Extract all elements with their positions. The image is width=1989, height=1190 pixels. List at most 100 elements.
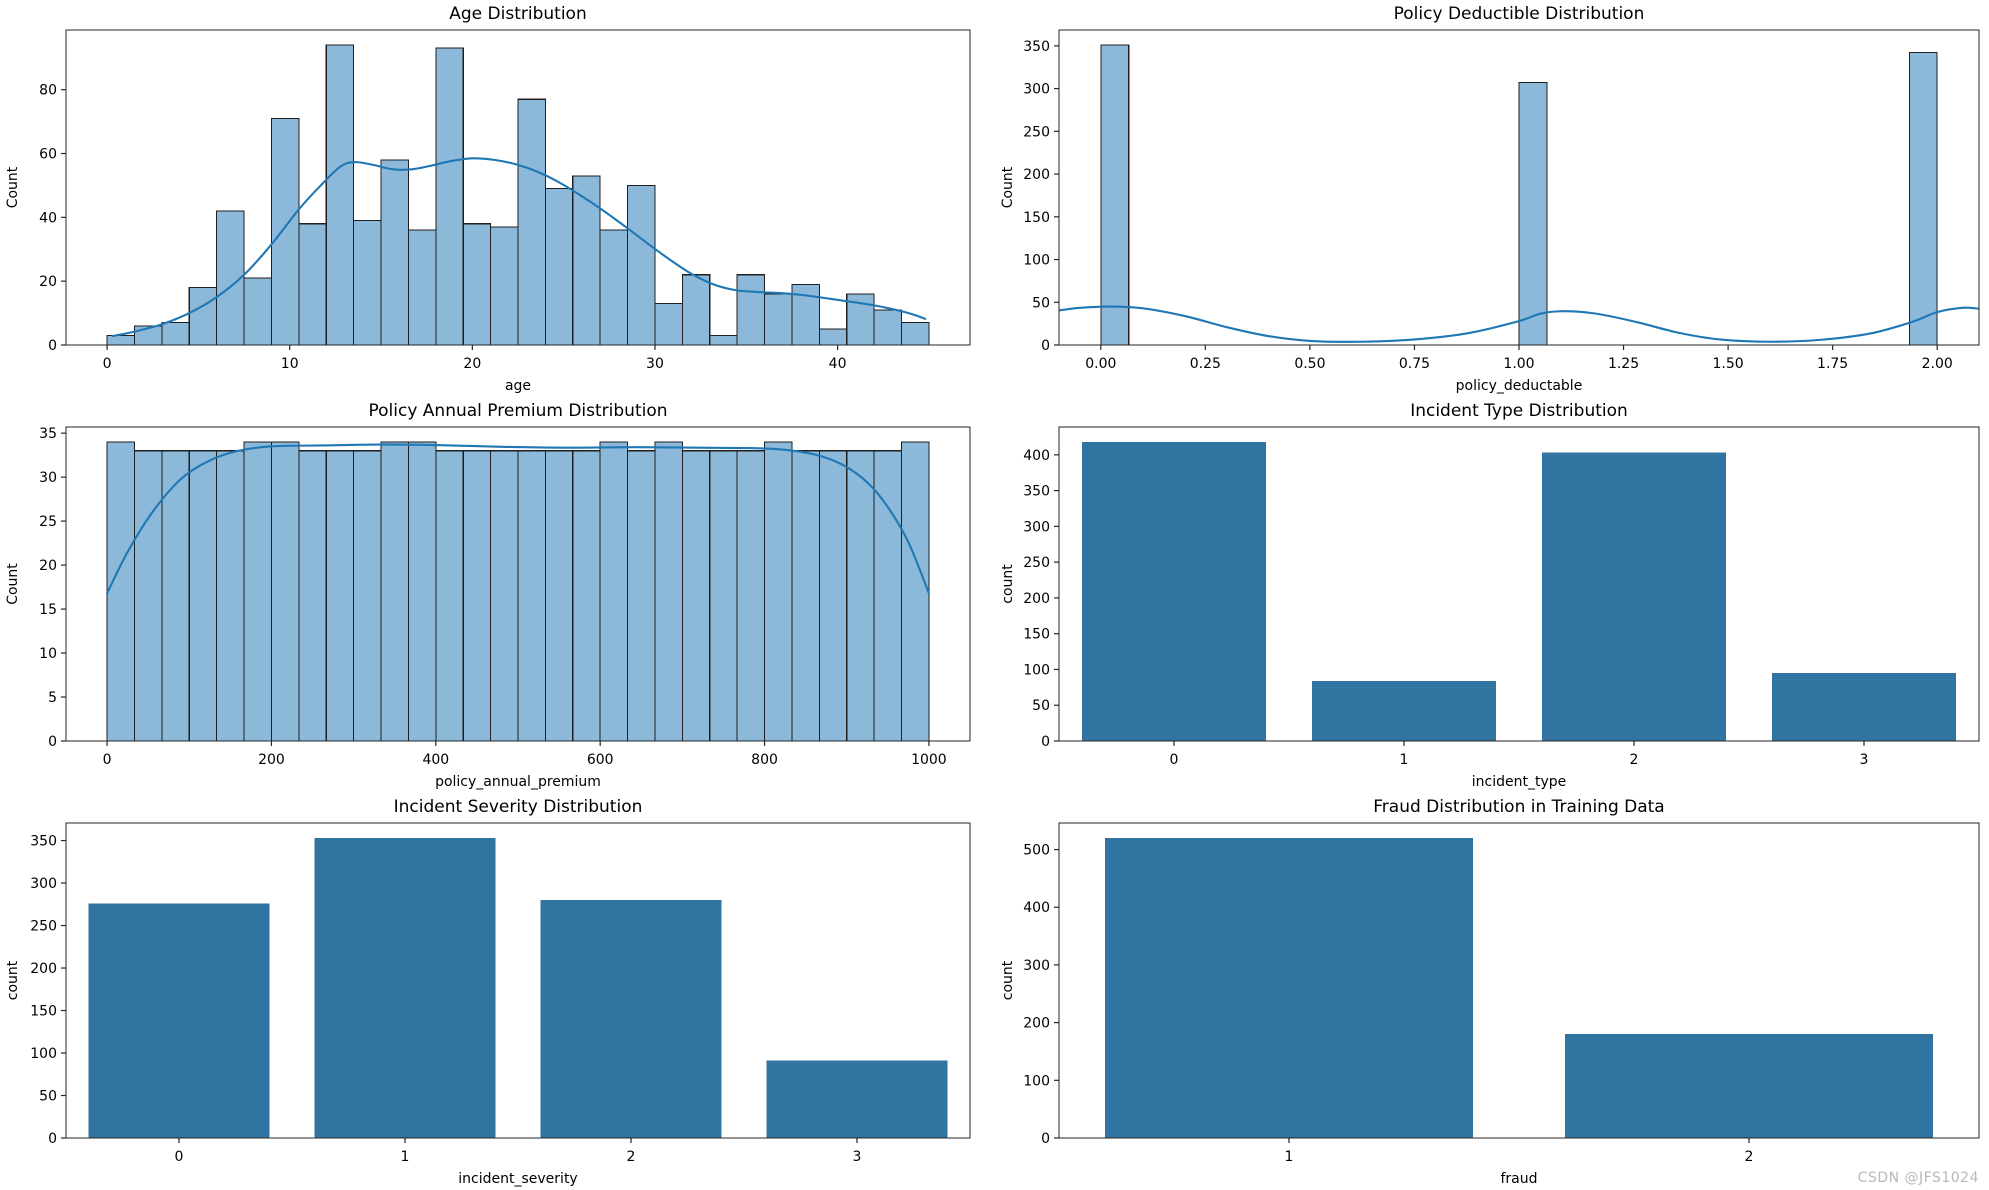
y-axis-label: count — [5, 960, 21, 1000]
histogram-bar — [325, 44, 355, 346]
histogram-bar — [1518, 82, 1548, 346]
y-tick-label: 25 — [39, 514, 57, 530]
histogram-bar — [517, 98, 546, 346]
subplot-age-distribution: 0 10 20 30 40 0 20 40 60 80 Age Distribution age Cou… — [0, 0, 995, 397]
histogram-bar — [106, 334, 136, 346]
histogram-bar — [188, 286, 218, 346]
histogram-bar — [161, 322, 190, 346]
count-bar — [766, 1060, 948, 1138]
chart-title: Fraud Distribution in Training Data — [1373, 797, 1664, 817]
x-tick-label: 0 — [175, 1149, 184, 1165]
x-tick-label: 1.75 — [1817, 356, 1848, 372]
y-tick-label: 40 — [39, 210, 57, 226]
y-tick-label: 0 — [48, 338, 57, 354]
histogram-bar — [1100, 44, 1130, 346]
count-bar — [1105, 838, 1473, 1138]
x-tick-label: 1.50 — [1713, 356, 1744, 372]
y-tick-label: 0 — [48, 734, 57, 750]
x-tick-label: 0.75 — [1399, 356, 1430, 372]
y-tick-label: 30 — [39, 470, 57, 486]
x-tick-label: 600 — [587, 752, 614, 768]
x-tick-label: 1 — [1400, 752, 1409, 768]
histogram-bar — [818, 450, 848, 742]
histogram-bar — [462, 450, 492, 742]
histogram-bar — [298, 450, 327, 742]
y-tick-label: 80 — [39, 83, 57, 99]
histogram-bar — [106, 441, 136, 742]
histogram-bar — [627, 450, 656, 742]
y-axis-label: Count — [5, 563, 21, 605]
y-tick-label: 250 — [1023, 555, 1050, 571]
chart-title: Incident Type Distribution — [1410, 401, 1628, 421]
y-tick-label: 20 — [39, 274, 57, 290]
chart-title: Policy Deductible Distribution — [1394, 4, 1645, 24]
y-tick-label: 350 — [1023, 484, 1050, 500]
histogram-bar — [544, 450, 574, 742]
plot-frame — [1058, 822, 1980, 1139]
count-bar — [540, 900, 722, 1138]
y-tick-label: 60 — [39, 147, 57, 163]
y-tick-label: 20 — [39, 558, 57, 574]
fraud-distribution-chart: 1 2 0 100 200 300 400 500 Fraud Distribution in … — [1000, 797, 1980, 1187]
histogram-bar — [1908, 52, 1938, 346]
y-axis-label: count — [1000, 564, 1016, 604]
y-tick-label: 200 — [1023, 1016, 1050, 1032]
x-axis-label: incident_type — [1472, 774, 1567, 790]
kde-curve — [111, 157, 927, 338]
x-tick-label: 0.00 — [1085, 356, 1116, 372]
y-tick-label: 350 — [1023, 39, 1050, 55]
count-bar — [1565, 1034, 1933, 1138]
histogram-bar — [490, 226, 519, 346]
incident-type-distribution-chart: 0 1 2 3 0 50 100 150 200 250 300 350 400 Incident Typ… — [1000, 401, 1980, 790]
plot-frame — [1058, 426, 1980, 742]
histogram-bar — [298, 223, 327, 346]
y-tick-label: 400 — [1023, 448, 1050, 464]
y-tick-label: 0 — [1041, 734, 1050, 750]
histogram-bar — [243, 277, 272, 346]
chart-title: Incident Severity Distribution — [394, 797, 643, 817]
x-axis-label: age — [505, 378, 531, 394]
histogram-bar — [818, 328, 848, 346]
y-axis-label: Count — [5, 166, 21, 208]
subplot-fraud-distribution: 1 2 0 100 200 300 400 500 Fraud Distribution in … — [995, 793, 1989, 1190]
x-axis-label: incident_severity — [458, 1171, 577, 1187]
subplot-policy-annual-premium-distribution: 0 200 400 600 800 1000 0 5 10 15 20 25 30 35 Policy An… — [0, 397, 995, 793]
y-tick-label: 5 — [48, 690, 57, 706]
y-tick-label: 200 — [30, 961, 57, 977]
x-tick-label: 0.50 — [1294, 356, 1325, 372]
histogram-bar — [572, 450, 601, 742]
y-tick-label: 500 — [1023, 843, 1050, 859]
histogram-bar — [435, 450, 464, 742]
plot-frame — [65, 822, 971, 1139]
x-axis-label: policy_deductable — [1456, 378, 1583, 394]
histogram-bar — [462, 223, 492, 346]
histogram-bar — [407, 229, 437, 346]
histogram-bar — [243, 441, 272, 742]
histogram-bar — [380, 441, 409, 742]
histogram-bar — [873, 309, 903, 346]
histogram-bar — [216, 450, 245, 742]
y-tick-label: 300 — [30, 876, 57, 892]
y-tick-label: 100 — [1023, 1073, 1050, 1089]
histogram-bar — [353, 219, 382, 346]
x-tick-label: 1 — [401, 1149, 410, 1165]
x-tick-label: 10 — [281, 356, 299, 372]
x-tick-label: 0 — [103, 356, 112, 372]
x-tick-label: 2 — [1745, 1149, 1754, 1165]
incident-severity-distribution-chart: 0 1 2 3 0 50 100 150 200 250 300 350 Incident Severi… — [5, 797, 971, 1187]
histogram-bar — [353, 450, 382, 742]
y-tick-label: 100 — [1023, 662, 1050, 678]
y-axis-label: Count — [1000, 166, 1016, 208]
histogram-bar — [325, 450, 355, 742]
histogram-bar — [517, 450, 546, 742]
histogram-bar — [407, 441, 437, 742]
y-tick-label: 100 — [1023, 253, 1050, 269]
y-tick-label: 10 — [39, 646, 57, 662]
plot-frame — [65, 29, 971, 346]
y-tick-label: 0 — [1041, 1131, 1050, 1147]
histogram-bar — [709, 334, 738, 346]
y-tick-label: 300 — [1023, 519, 1050, 535]
x-tick-label: 3 — [853, 1149, 862, 1165]
y-tick-label: 400 — [1023, 900, 1050, 916]
